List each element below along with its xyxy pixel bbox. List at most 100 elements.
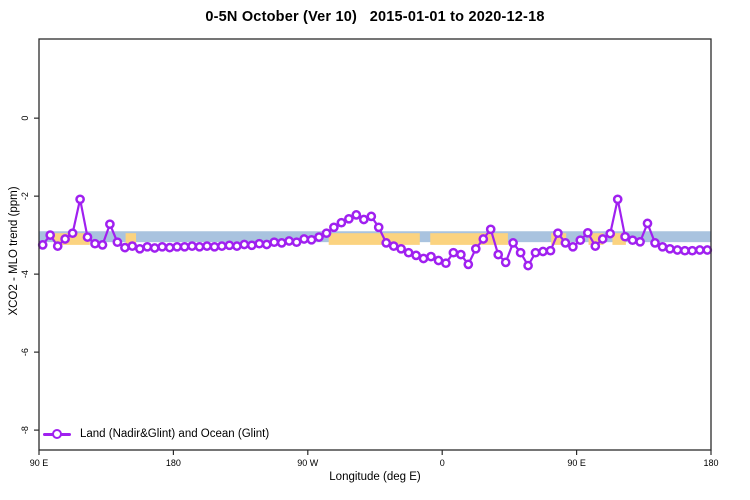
data-point-marker <box>67 228 78 239</box>
data-point-marker <box>388 241 399 251</box>
data-point-marker <box>485 224 496 235</box>
data-point-marker <box>269 237 280 248</box>
x-tick-label: 180 <box>703 458 718 468</box>
data-point-marker <box>306 234 317 245</box>
y-tick-label: -4 <box>20 270 30 278</box>
data-point-marker <box>232 241 242 251</box>
data-point-marker <box>575 235 586 246</box>
x-tick-label: 180 <box>166 458 181 468</box>
data-point-marker <box>470 243 481 254</box>
data-point-marker <box>276 238 287 248</box>
data-point-marker <box>90 238 100 249</box>
confidence-band-land-band <box>430 233 508 245</box>
data-point-marker <box>82 232 93 242</box>
data-point-marker <box>523 260 533 271</box>
y-axis-label: XCO2 - MLO trend (ppm) <box>8 186 20 316</box>
data-point-marker <box>366 211 377 222</box>
data-point-marker <box>597 234 608 244</box>
data-point-marker <box>553 228 563 239</box>
data-point-marker <box>538 246 548 257</box>
x-tick-label: 90 E <box>30 458 49 468</box>
data-point-marker <box>179 241 190 252</box>
data-point-marker <box>134 243 145 254</box>
data-point-marker <box>448 247 459 258</box>
x-tick-label: 0 <box>440 458 445 468</box>
confidence-band-land-band <box>612 233 626 245</box>
data-point-marker <box>37 240 48 250</box>
data-point-marker <box>456 249 466 260</box>
data-point-marker <box>75 194 85 205</box>
data-point-marker <box>164 242 175 253</box>
data-point-marker <box>560 238 571 248</box>
data-point-marker <box>590 241 601 251</box>
data-point-marker <box>194 241 205 252</box>
data-point-marker <box>172 241 182 252</box>
data-point-marker <box>291 237 302 248</box>
data-point-marker <box>500 257 511 268</box>
data-point-marker <box>381 238 392 248</box>
data-point-marker <box>694 245 705 255</box>
data-point-marker <box>157 241 168 252</box>
chart-title: 0-5N October (Ver 10) 2015-01-01 to 2020… <box>205 9 545 25</box>
confidence-band-land-band <box>53 233 90 245</box>
data-point-marker <box>321 228 332 239</box>
confidence-band-land-band <box>588 233 604 245</box>
data-point-marker <box>246 240 257 251</box>
data-point-marker <box>261 239 272 250</box>
data-point-marker <box>605 228 616 239</box>
data-point-marker <box>493 249 504 260</box>
y-tick-label: -2 <box>20 192 30 200</box>
data-point-marker <box>373 222 384 233</box>
plot-border <box>38 38 712 451</box>
data-point-marker <box>612 194 623 205</box>
data-point-marker <box>105 219 115 230</box>
data-point-marker <box>411 250 421 261</box>
data-point-marker <box>478 234 489 244</box>
data-point-marker <box>620 231 630 242</box>
data-point-marker <box>508 238 518 248</box>
y-tick-label: 0 <box>20 116 30 121</box>
data-point-marker <box>299 234 309 244</box>
data-point-marker <box>441 258 451 269</box>
data-point-marker <box>112 237 123 248</box>
data-point-marker <box>568 241 578 252</box>
x-tick-label: 90 E <box>567 458 586 468</box>
legend-line-marker-icon <box>43 428 71 440</box>
data-point-marker <box>642 218 653 229</box>
data-point-marker <box>672 245 683 255</box>
data-point-marker <box>254 238 265 249</box>
data-point-marker <box>329 222 339 233</box>
data-point-marker <box>202 241 212 251</box>
y-tick-label: -8 <box>20 426 30 434</box>
data-point-marker <box>60 234 70 244</box>
legend-label: Land (Nadir&Glint) and Ocean (Glint) <box>80 428 270 440</box>
data-point-marker <box>702 245 713 255</box>
data-point-marker <box>665 243 675 254</box>
data-point-marker <box>224 240 235 251</box>
data-point-marker <box>45 230 56 240</box>
data-point-marker <box>582 227 593 238</box>
data-point-marker <box>418 253 429 264</box>
data-point-marker <box>127 241 138 251</box>
data-point-marker <box>433 255 444 266</box>
confidence-band-land-band <box>328 233 420 245</box>
data-point-marker <box>149 243 160 253</box>
data-point-marker <box>530 247 541 258</box>
data-point-marker <box>687 245 698 256</box>
x-tick-label: 90 W <box>297 458 319 468</box>
data-point-marker <box>344 213 354 224</box>
legend: Land (Nadir&Glint) and Ocean (Glint) <box>43 428 269 440</box>
data-point-marker <box>627 235 638 246</box>
data-point-marker <box>97 240 108 250</box>
data-point-marker <box>120 242 130 253</box>
data-point-marker <box>657 241 668 252</box>
data-point-marker <box>358 214 369 225</box>
data-point-marker <box>142 241 153 252</box>
confidence-band-land-band <box>125 233 137 245</box>
data-point-marker <box>284 236 294 246</box>
data-point-marker <box>351 210 362 220</box>
data-point-marker <box>635 236 645 247</box>
x-axis-label: Longitude (deg E) <box>329 471 421 483</box>
